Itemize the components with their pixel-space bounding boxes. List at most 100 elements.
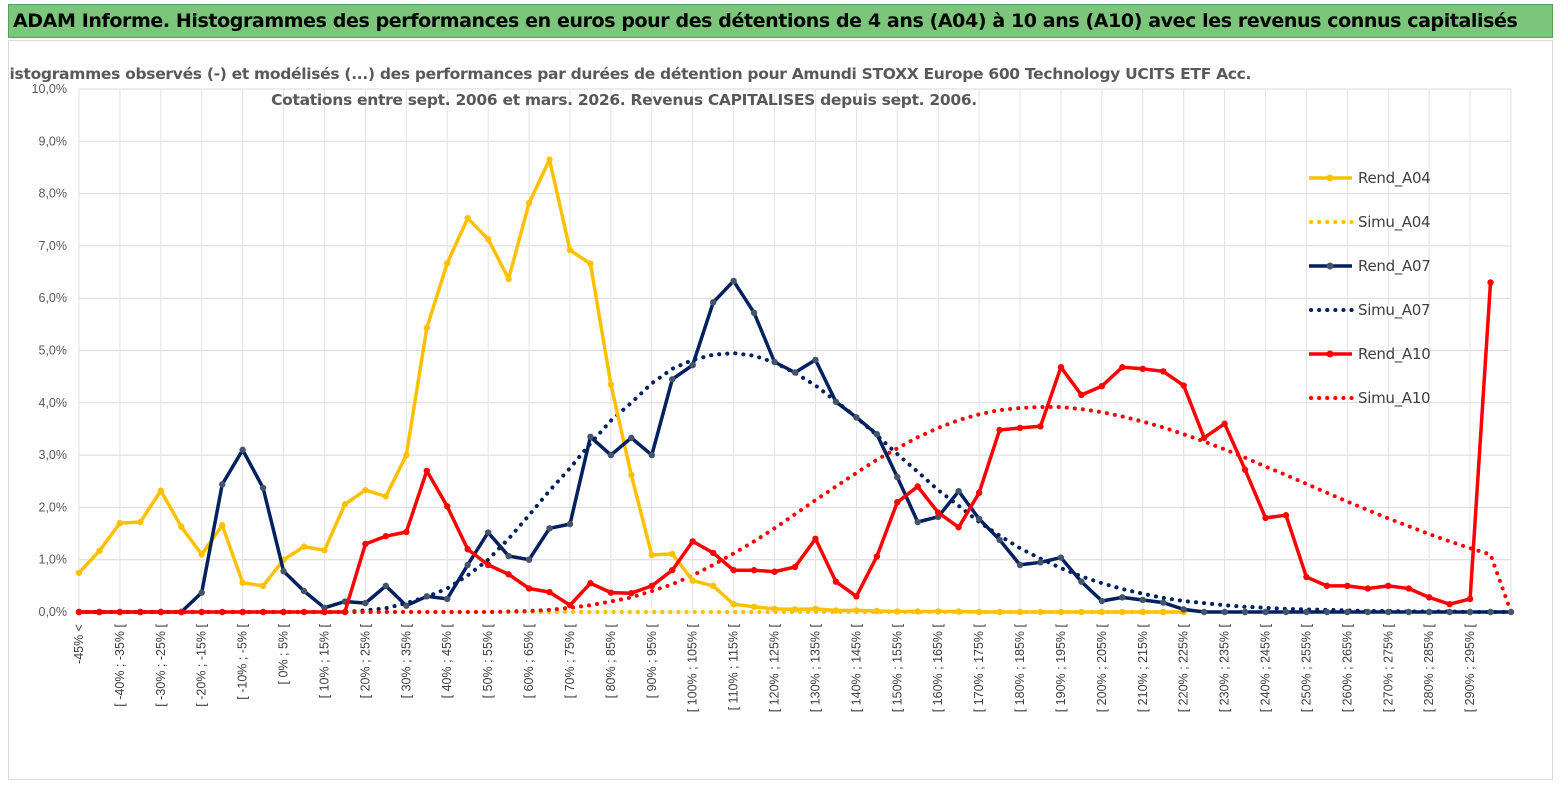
- data-point: [259, 484, 267, 492]
- data-point: [546, 156, 553, 163]
- data-point: [1180, 382, 1187, 389]
- data-point: [1385, 608, 1392, 616]
- data-point: [1262, 514, 1269, 522]
- series-line: [79, 282, 1493, 614]
- data-point: [750, 566, 758, 574]
- data-point: [321, 547, 328, 554]
- x-tick-label: [ 170% ; 175% [: [972, 623, 986, 712]
- data-point: [1487, 608, 1494, 616]
- data-point: [1139, 596, 1146, 604]
- data-point: [1160, 608, 1167, 616]
- data-point: [914, 483, 921, 490]
- x-tick-label: [ 240% ; 245% [: [1259, 623, 1273, 712]
- data-point: [1119, 608, 1126, 616]
- data-point: [1282, 512, 1290, 519]
- data-point: [1385, 582, 1392, 590]
- data-point: [198, 608, 205, 616]
- legend-item-rend-a04: Rend_A04: [1309, 169, 1431, 188]
- data-point: [566, 246, 574, 254]
- data-point: [96, 608, 103, 616]
- data-point: [1098, 608, 1106, 616]
- data-point: [648, 451, 655, 459]
- data-point: [198, 551, 205, 558]
- x-tick-label: [ 110% ; 115% [: [727, 623, 741, 710]
- data-point: [894, 473, 901, 481]
- data-point: [546, 525, 553, 532]
- x-tick-label: [ 280% ; 285% [: [1422, 623, 1436, 712]
- legend-label: Rend_A07: [1358, 257, 1430, 276]
- data-point: [771, 358, 778, 366]
- data-point: [1016, 608, 1024, 616]
- data-point: [730, 566, 737, 574]
- legend-item-rend-a10: Rend_A10: [1309, 345, 1431, 364]
- data-point: [566, 602, 574, 609]
- data-point: [607, 381, 615, 388]
- x-tick-label: [ 260% ; 265% [: [1340, 623, 1354, 712]
- data-point: [669, 376, 676, 383]
- data-point: [280, 568, 287, 575]
- data-point: [628, 589, 635, 597]
- x-tick-label: [ 160% ; 165% [: [931, 623, 945, 712]
- x-tick-label: [ 50% ; 55% [: [481, 623, 495, 698]
- data-point: [1425, 594, 1433, 601]
- legend-marker: [1326, 262, 1334, 270]
- data-point: [914, 518, 921, 526]
- data-point: [628, 434, 635, 442]
- data-point: [1446, 608, 1453, 616]
- data-point: [362, 540, 369, 548]
- data-point: [341, 501, 349, 508]
- data-point: [382, 582, 390, 590]
- data-point: [403, 451, 410, 459]
- data-point: [975, 515, 983, 523]
- data-point: [791, 606, 799, 613]
- data-point: [362, 486, 369, 494]
- data-point: [709, 582, 717, 590]
- y-tick-label: 0,0%: [39, 605, 68, 619]
- data-point: [566, 520, 574, 528]
- data-point: [935, 608, 942, 615]
- data-point: [525, 199, 533, 207]
- data-point: [628, 471, 635, 479]
- data-point: [996, 608, 1003, 616]
- data-point: [791, 563, 799, 571]
- data-point: [505, 571, 512, 578]
- x-tick-label: [ 130% ; 135% [: [808, 623, 822, 712]
- x-tick-label: [ 180% ; 185% [: [1013, 623, 1027, 712]
- data-point: [873, 607, 881, 615]
- data-point: [525, 585, 533, 592]
- data-point: [505, 275, 512, 283]
- y-tick-label: 10,0%: [32, 82, 67, 96]
- data-point: [137, 518, 144, 526]
- x-tick-label: [ 70% ; 75% [: [563, 623, 577, 698]
- data-point: [75, 608, 83, 616]
- data-point: [955, 608, 962, 615]
- data-point: [444, 503, 451, 510]
- data-point: [157, 608, 165, 616]
- legend-label: Rend_A04: [1358, 169, 1430, 188]
- legend-item-simu-a10: Simu_A10: [1309, 389, 1431, 408]
- data-point: [484, 561, 492, 569]
- data-point: [894, 608, 901, 615]
- data-point: [362, 599, 369, 607]
- data-point: [955, 487, 962, 495]
- data-point: [423, 593, 430, 600]
- data-point: [750, 603, 758, 610]
- x-tick-label: [ 140% ; 145% [: [849, 623, 863, 712]
- data-point: [1344, 608, 1351, 616]
- data-point: [832, 398, 840, 405]
- data-point: [1221, 420, 1228, 427]
- data-point: [546, 588, 553, 596]
- data-point: [750, 309, 758, 317]
- data-point: [1078, 608, 1085, 616]
- data-point: [259, 608, 267, 616]
- x-tick-label: [ -20% ; -15% [: [195, 623, 209, 706]
- x-tick-label: -45% <: [72, 624, 86, 664]
- data-point: [1057, 608, 1065, 616]
- data-point: [1119, 594, 1126, 601]
- x-tick-label: [ 200% ; 205% [: [1095, 623, 1109, 712]
- series-simu-a10: [77, 405, 1513, 614]
- data-point: [1364, 585, 1372, 592]
- data-point: [157, 487, 165, 494]
- data-point: [1098, 382, 1106, 390]
- data-point: [1323, 608, 1331, 616]
